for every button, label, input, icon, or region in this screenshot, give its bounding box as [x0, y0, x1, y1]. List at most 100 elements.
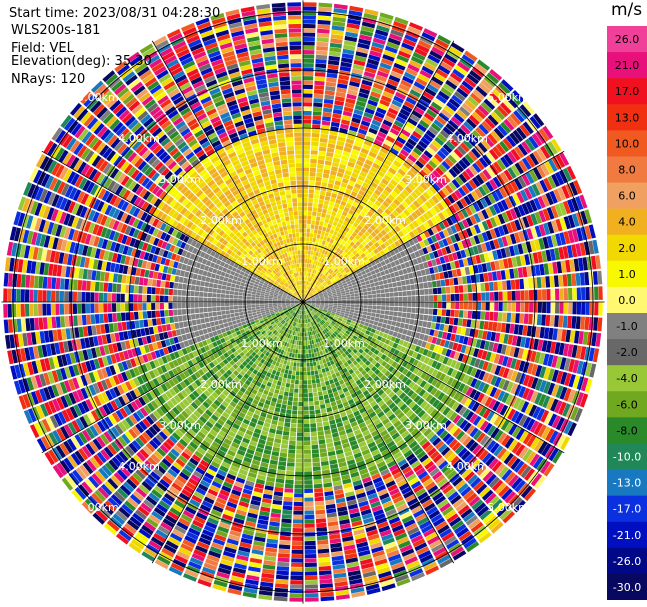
- velocity-gate: [444, 278, 450, 286]
- velocity-gate: [407, 214, 415, 222]
- velocity-gate: [312, 279, 316, 284]
- velocity-gate: [328, 201, 335, 207]
- velocity-gate: [442, 302, 447, 309]
- velocity-gate: [433, 345, 440, 353]
- velocity-gate: [429, 295, 434, 302]
- velocity-gate: [355, 269, 361, 274]
- velocity-gate: [313, 98, 323, 103]
- velocity-gate: [416, 434, 425, 443]
- velocity-gate: [500, 171, 510, 184]
- velocity-gate: [469, 427, 479, 438]
- velocity-gate: [527, 470, 539, 484]
- velocity-gate: [503, 452, 514, 465]
- velocity-gate: [359, 331, 365, 337]
- velocity-gate: [468, 496, 481, 507]
- velocity-gate: [374, 317, 380, 322]
- velocity-gate: [401, 376, 409, 384]
- velocity-gate: [469, 215, 477, 225]
- velocity-gate: [530, 350, 537, 363]
- velocity-gate: [354, 55, 367, 63]
- velocity-gate: [461, 102, 474, 114]
- velocity-gate: [462, 258, 469, 267]
- velocity-gate: [374, 281, 380, 287]
- velocity-gate: [450, 225, 458, 234]
- velocity-gate: [436, 427, 445, 437]
- velocity-gate: [344, 323, 350, 328]
- velocity-gate: [358, 310, 363, 315]
- velocity-gate: [309, 414, 316, 419]
- velocity-gate: [588, 224, 596, 239]
- velocity-gate: [430, 450, 440, 460]
- velocity-gate: [304, 523, 315, 528]
- velocity-gate: [558, 315, 564, 328]
- velocity-gate: [401, 235, 408, 243]
- velocity-gate: [341, 352, 347, 358]
- velocity-gate: [456, 417, 465, 427]
- velocity-gate: [584, 225, 592, 240]
- velocity-gate: [373, 277, 379, 283]
- velocity-gate: [514, 232, 521, 244]
- velocity-gate: [435, 166, 445, 176]
- velocity-gate: [420, 295, 425, 302]
- velocity-gate: [351, 172, 359, 179]
- velocity-gate: [360, 148, 370, 155]
- velocity-gate: [463, 195, 472, 206]
- velocity-gate: [420, 371, 428, 380]
- velocity-gate: [362, 311, 368, 316]
- velocity-gate: [502, 137, 513, 150]
- velocity-gate: [277, 421, 284, 427]
- velocity-gate: [354, 332, 360, 337]
- velocity-gate: [494, 291, 499, 301]
- velocity-gate: [331, 25, 345, 31]
- velocity-gate: [325, 327, 329, 332]
- velocity-gate: [426, 274, 432, 282]
- velocity-gate: [322, 290, 327, 293]
- velocity-gate: [375, 396, 383, 404]
- velocity-gate: [384, 328, 390, 334]
- velocity-gate: [367, 386, 374, 393]
- velocity-gate: [439, 404, 447, 414]
- velocity-gate: [393, 95, 405, 104]
- velocity-gate: [331, 211, 337, 217]
- velocity-gate: [340, 321, 346, 326]
- velocity-gate: [510, 497, 523, 510]
- velocity-gate: [367, 247, 373, 253]
- velocity-gate: [319, 583, 333, 589]
- velocity-gate: [364, 244, 370, 250]
- velocity-gate: [371, 415, 379, 422]
- velocity-gate: [390, 29, 404, 38]
- velocity-gate: [409, 203, 418, 211]
- velocity-gate: [396, 252, 402, 259]
- velocity-gate: [322, 416, 329, 422]
- velocity-gate: [323, 307, 328, 310]
- velocity-gate: [486, 440, 497, 452]
- velocity-gate: [371, 337, 377, 343]
- velocity-gate: [442, 384, 450, 394]
- velocity-gate: [284, 483, 294, 489]
- velocity-gate: [464, 471, 475, 482]
- velocity-gate: [289, 440, 296, 446]
- velocity-gate: [438, 460, 449, 470]
- velocity-gate: [447, 270, 453, 278]
- velocity-gate: [423, 356, 430, 365]
- velocity-gate: [477, 329, 484, 339]
- velocity-gate: [374, 386, 382, 393]
- velocity-gate: [307, 301, 312, 302]
- velocity-gate: [358, 92, 369, 99]
- velocity-gate: [345, 261, 350, 267]
- velocity-gate: [290, 383, 295, 389]
- velocity-gate: [371, 214, 378, 221]
- velocity-gate: [426, 245, 433, 253]
- velocity-gate: [377, 103, 389, 111]
- velocity-gate: [325, 321, 330, 325]
- velocity-gate: [391, 447, 400, 456]
- velocity-gate: [510, 458, 521, 471]
- velocity-gate: [367, 369, 374, 376]
- velocity-gate: [478, 123, 490, 135]
- velocity-gate: [403, 125, 413, 134]
- velocity-gate: [492, 322, 498, 332]
- velocity-gate: [555, 218, 563, 232]
- velocity-gate: [390, 147, 399, 156]
- velocity-gate: [346, 280, 352, 285]
- velocity-gate: [408, 381, 416, 389]
